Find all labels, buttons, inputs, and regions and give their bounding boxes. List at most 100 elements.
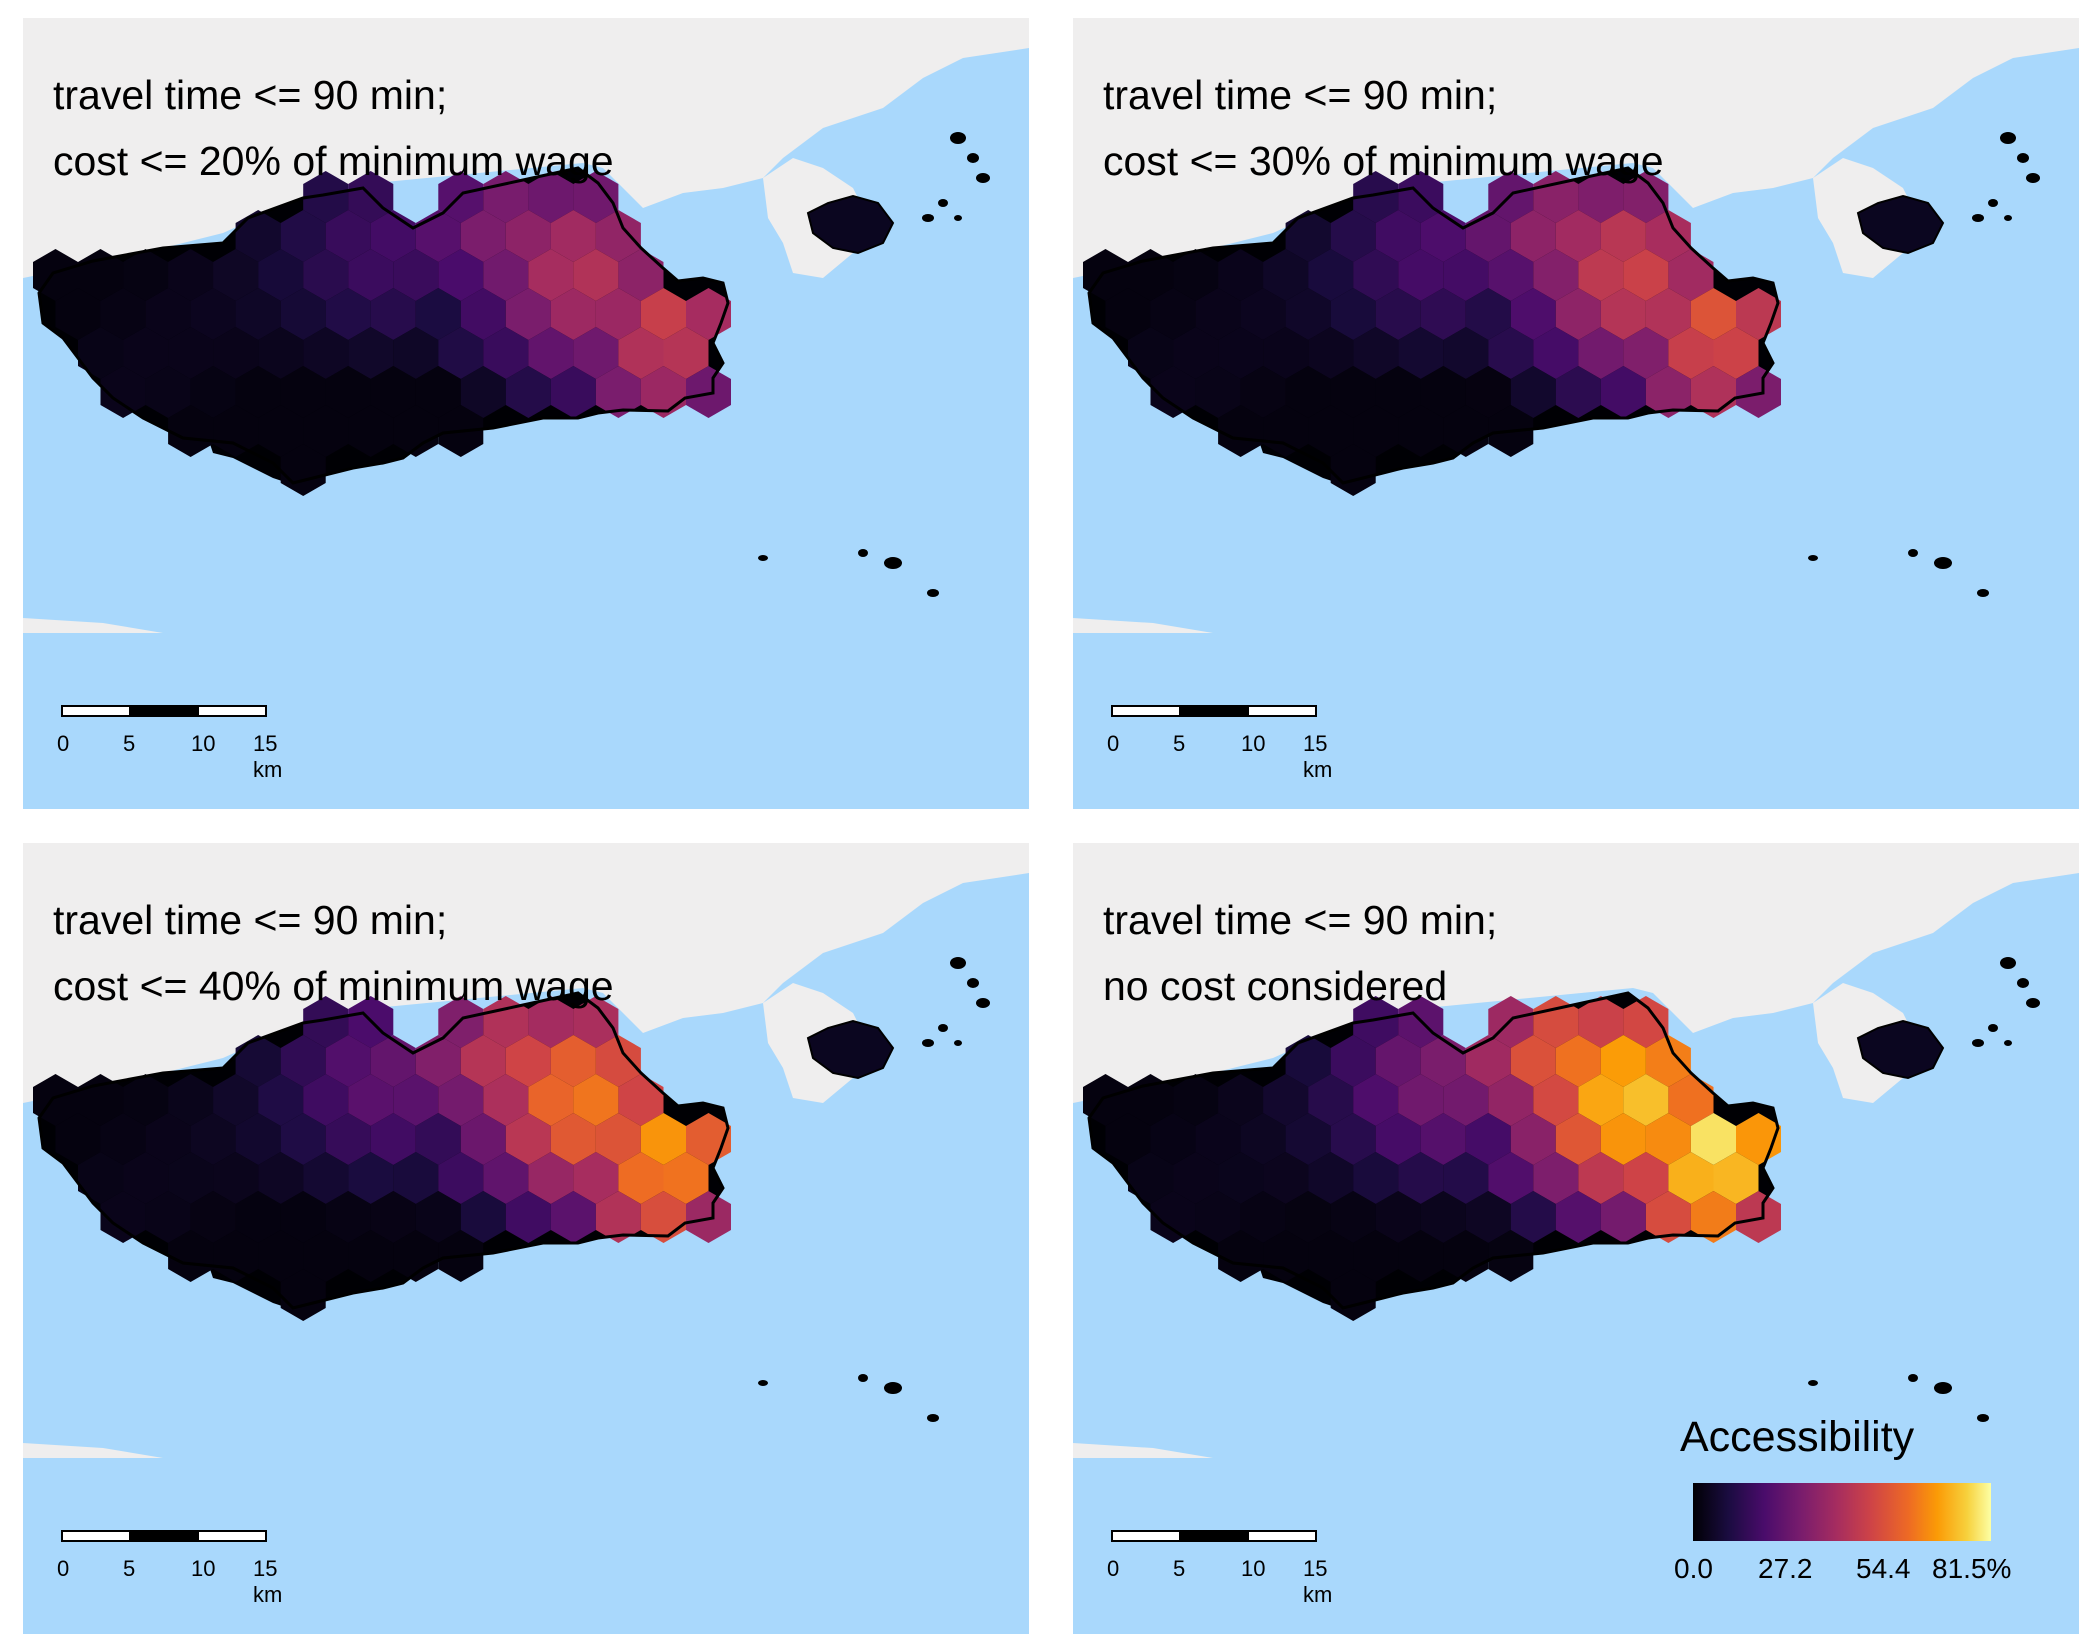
hex-cell: [640, 1113, 686, 1165]
scale-bar-tick: 0: [57, 1556, 70, 1581]
hex-cell: [1510, 1113, 1556, 1165]
hex-cell: [190, 1113, 236, 1165]
hex-cell: [573, 249, 619, 301]
hex-cell: [460, 366, 506, 418]
hex-cell: [1398, 1230, 1444, 1282]
hex-cell: [1443, 1074, 1489, 1126]
hex-cell: [1578, 327, 1624, 379]
hex-cell: [1623, 1152, 1669, 1204]
ilha-do-governador: [1856, 194, 1945, 255]
hex-cell: [1173, 327, 1219, 379]
hex-cell: [483, 1152, 529, 1204]
hex-cell: [1488, 327, 1534, 379]
hex-cell: [1465, 288, 1511, 340]
scale-bar-segment: [61, 705, 131, 717]
hex-cell: [1465, 1113, 1511, 1165]
hex-cell: [1600, 1035, 1646, 1087]
rio-boundary: [1087, 166, 1780, 485]
hex-cell: [303, 405, 349, 457]
hex-cell: [280, 1035, 326, 1087]
hex-cell: [280, 210, 326, 262]
hex-cell: [483, 327, 529, 379]
map-canvas: [1073, 18, 2079, 633]
hex-cell: [1263, 1074, 1309, 1126]
scale-bar-segment: [1179, 705, 1249, 717]
hex-cell: [1420, 1113, 1466, 1165]
hex-cell: [415, 1035, 461, 1087]
hex-cell: [325, 1035, 371, 1087]
hex-cell: [1465, 210, 1511, 262]
hex-cell: [1645, 210, 1691, 262]
small-island: [758, 555, 768, 561]
hex-cell: [595, 366, 641, 418]
hex-cell: [190, 366, 236, 418]
hex-cell: [1578, 171, 1624, 223]
hex-cell: [1105, 288, 1151, 340]
small-island: [954, 1040, 962, 1046]
hex-cell: [1690, 288, 1736, 340]
legend-tick: 0.0: [1674, 1553, 1713, 1584]
hex-cell: [235, 366, 281, 418]
hex-cell: [505, 1113, 551, 1165]
hex-cell: [595, 210, 641, 262]
panel-title-line1: travel time <= 90 min;: [1103, 72, 1498, 118]
scale-bar-tick: 0: [1107, 1556, 1120, 1581]
hex-cell: [483, 996, 529, 1048]
hex-cell: [550, 288, 596, 340]
hex-cell: [1443, 1230, 1489, 1282]
hex-cell: [1555, 1035, 1601, 1087]
hex-cell: [55, 288, 101, 340]
small-island: [884, 557, 902, 569]
hex-cell: [325, 366, 371, 418]
hex-cell: [1308, 405, 1354, 457]
hex-cell: [168, 1152, 214, 1204]
hex-cell: [415, 210, 461, 262]
land-strip: [1073, 1443, 1213, 1458]
hex-cell: [190, 1191, 236, 1243]
hex-cell: [1578, 996, 1624, 1048]
hex-cell: [168, 405, 214, 457]
hex-cell: [1443, 1152, 1489, 1204]
panel-title: travel time <= 90 min; cost <= 30% of mi…: [1103, 62, 1664, 194]
hex-cell: [123, 1152, 169, 1204]
hex-cell: [1623, 327, 1669, 379]
hex-cell: [1353, 405, 1399, 457]
small-island: [2026, 173, 2040, 183]
land-mainland: [1073, 18, 2079, 278]
hex-cell: [550, 210, 596, 262]
scale-bar-tick: 15 km: [1303, 1556, 1333, 1607]
hex-cell: [1263, 1230, 1309, 1282]
hex-cell: [1353, 1152, 1399, 1204]
hex-cell: [235, 288, 281, 340]
hex-cell: [1578, 249, 1624, 301]
hex-cell: [78, 1152, 124, 1204]
hex-cell: [1533, 1152, 1579, 1204]
land-strip: [23, 618, 163, 633]
hex-cell: [573, 1074, 619, 1126]
scale-bar-segment: [129, 705, 199, 717]
hex-cell: [303, 1074, 349, 1126]
hex-cell: [505, 210, 551, 262]
land-strip: [23, 1443, 163, 1458]
hex-cell: [1375, 1035, 1421, 1087]
hex-cell: [1128, 327, 1174, 379]
panel-title: travel time <= 90 min; cost <= 20% of mi…: [53, 62, 614, 194]
small-island: [922, 214, 934, 222]
hex-cell: [213, 1074, 259, 1126]
hex-grid: [1083, 996, 1781, 1321]
small-island: [2004, 1040, 2012, 1046]
hex-cell: [1533, 249, 1579, 301]
hex-cell: [1218, 405, 1264, 457]
hex-cell: [573, 327, 619, 379]
hex-cell: [1645, 366, 1691, 418]
hex-cell: [1578, 1074, 1624, 1126]
hex-cell: [1330, 288, 1376, 340]
hex-cell: [168, 327, 214, 379]
hex-cell: [1285, 288, 1331, 340]
hex-cell: [663, 327, 709, 379]
scale-bar-tick: 5: [1173, 1556, 1186, 1581]
hex-cell: [1263, 249, 1309, 301]
hex-cell: [618, 249, 664, 301]
hex-cell: [1600, 1191, 1646, 1243]
hex-cell: [528, 249, 574, 301]
